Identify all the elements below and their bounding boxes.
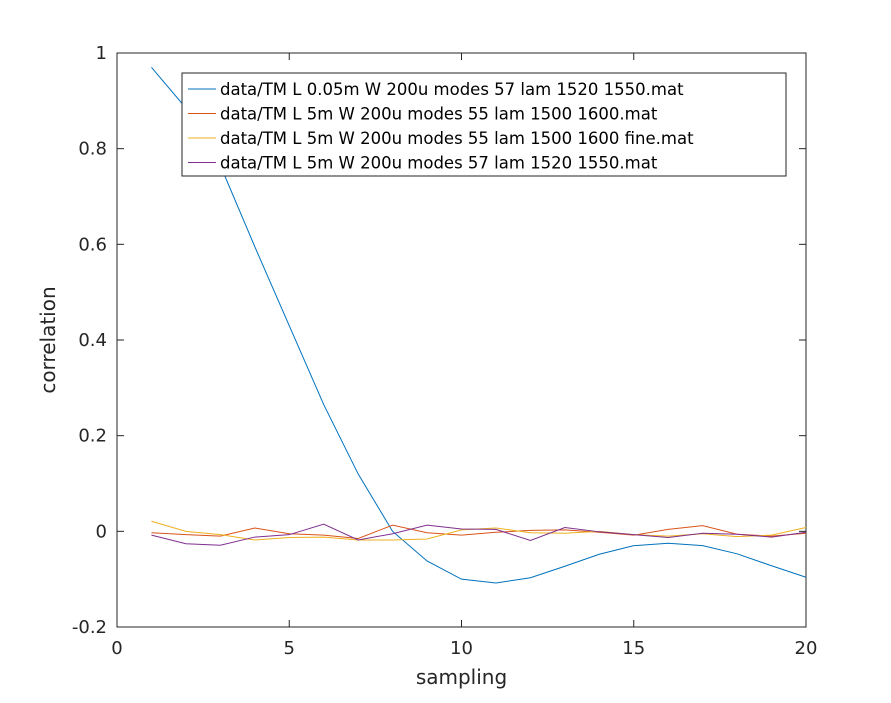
- x-tick-label: 20: [795, 638, 818, 659]
- x-tick-label: 5: [284, 638, 295, 659]
- y-tick-label: 0.8: [78, 139, 107, 160]
- y-tick-label: 0: [96, 521, 107, 542]
- y-tick-label: 0.2: [78, 426, 107, 447]
- y-tick-label: -0.2: [72, 617, 107, 638]
- y-axis-label: correlation: [36, 286, 60, 393]
- y-tick-label: 0.6: [78, 234, 107, 255]
- y-tick-label: 1: [96, 43, 107, 64]
- legend-entry-4: data/TM L 5m W 200u modes 57 lam 1520 15…: [220, 154, 658, 173]
- x-axis-label: sampling: [416, 665, 507, 689]
- x-tick-label: 0: [111, 638, 122, 659]
- x-tick-label: 15: [622, 638, 645, 659]
- legend: data/TM L 0.05m W 200u modes 57 lam 1520…: [182, 73, 786, 176]
- legend-entry-1: data/TM L 0.05m W 200u modes 57 lam 1520…: [220, 80, 684, 99]
- x-tick-label: 10: [450, 638, 473, 659]
- y-tick-label: 0.4: [78, 330, 107, 351]
- legend-entry-3: data/TM L 5m W 200u modes 55 lam 1500 16…: [220, 129, 694, 148]
- legend-entry-2: data/TM L 5m W 200u modes 55 lam 1500 16…: [220, 105, 658, 124]
